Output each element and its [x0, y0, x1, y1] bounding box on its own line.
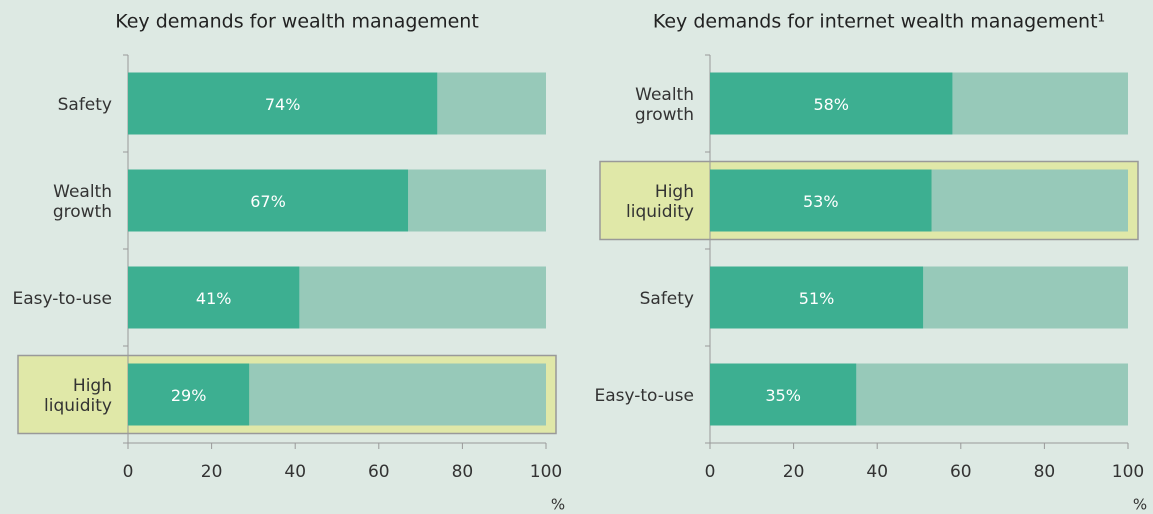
x-tick-label: 100: [1112, 462, 1144, 482]
bar-track: [952, 72, 1128, 135]
bar-track: [856, 363, 1128, 426]
bar: [710, 169, 932, 232]
x-axis-label: %: [1133, 496, 1147, 514]
x-tick-label: 80: [1034, 462, 1056, 482]
x-tick-label: 100: [530, 462, 562, 482]
category-label: Safety: [57, 94, 112, 115]
bar: [128, 72, 438, 135]
data-label: 29%: [171, 386, 207, 405]
x-tick-label: 80: [452, 462, 474, 482]
x-tick-label: 40: [284, 462, 306, 482]
bar-track: [931, 169, 1128, 232]
data-label: 74%: [265, 95, 301, 114]
category-label: Safety: [639, 288, 694, 309]
category-label: Easy-to-use: [12, 288, 112, 309]
bar-track: [249, 363, 546, 426]
bar-track: [408, 169, 546, 232]
chart-title: Key demands for wealth management: [115, 11, 479, 33]
bar: [128, 266, 300, 329]
x-tick-label: 0: [705, 462, 716, 482]
data-label: 41%: [196, 289, 232, 308]
x-axis-label: %: [551, 496, 565, 514]
bar-track: [923, 266, 1128, 329]
bar: [128, 363, 250, 426]
bar: [710, 72, 953, 135]
data-label: 35%: [765, 386, 801, 405]
data-label: 58%: [813, 95, 849, 114]
bar: [128, 169, 409, 232]
category-label: Wealth growth: [52, 181, 112, 222]
x-tick-label: 20: [201, 462, 223, 482]
bar: [710, 363, 857, 426]
data-label: 53%: [803, 192, 839, 211]
bar-track: [299, 266, 546, 329]
x-tick-label: 60: [950, 462, 972, 482]
chart-title: Key demands for internet wealth manageme…: [653, 11, 1105, 33]
category-label: Wealth growth: [634, 84, 694, 125]
x-tick-label: 60: [368, 462, 390, 482]
category-label: High liquidity: [626, 181, 694, 222]
category-label: High liquidity: [44, 375, 112, 416]
x-tick-label: 0: [123, 462, 134, 482]
category-label: Easy-to-use: [594, 385, 694, 406]
data-label: 51%: [799, 289, 835, 308]
bar: [710, 266, 924, 329]
data-label: 67%: [250, 192, 286, 211]
bar-track: [437, 72, 546, 135]
x-tick-label: 40: [866, 462, 888, 482]
x-tick-label: 20: [783, 462, 805, 482]
